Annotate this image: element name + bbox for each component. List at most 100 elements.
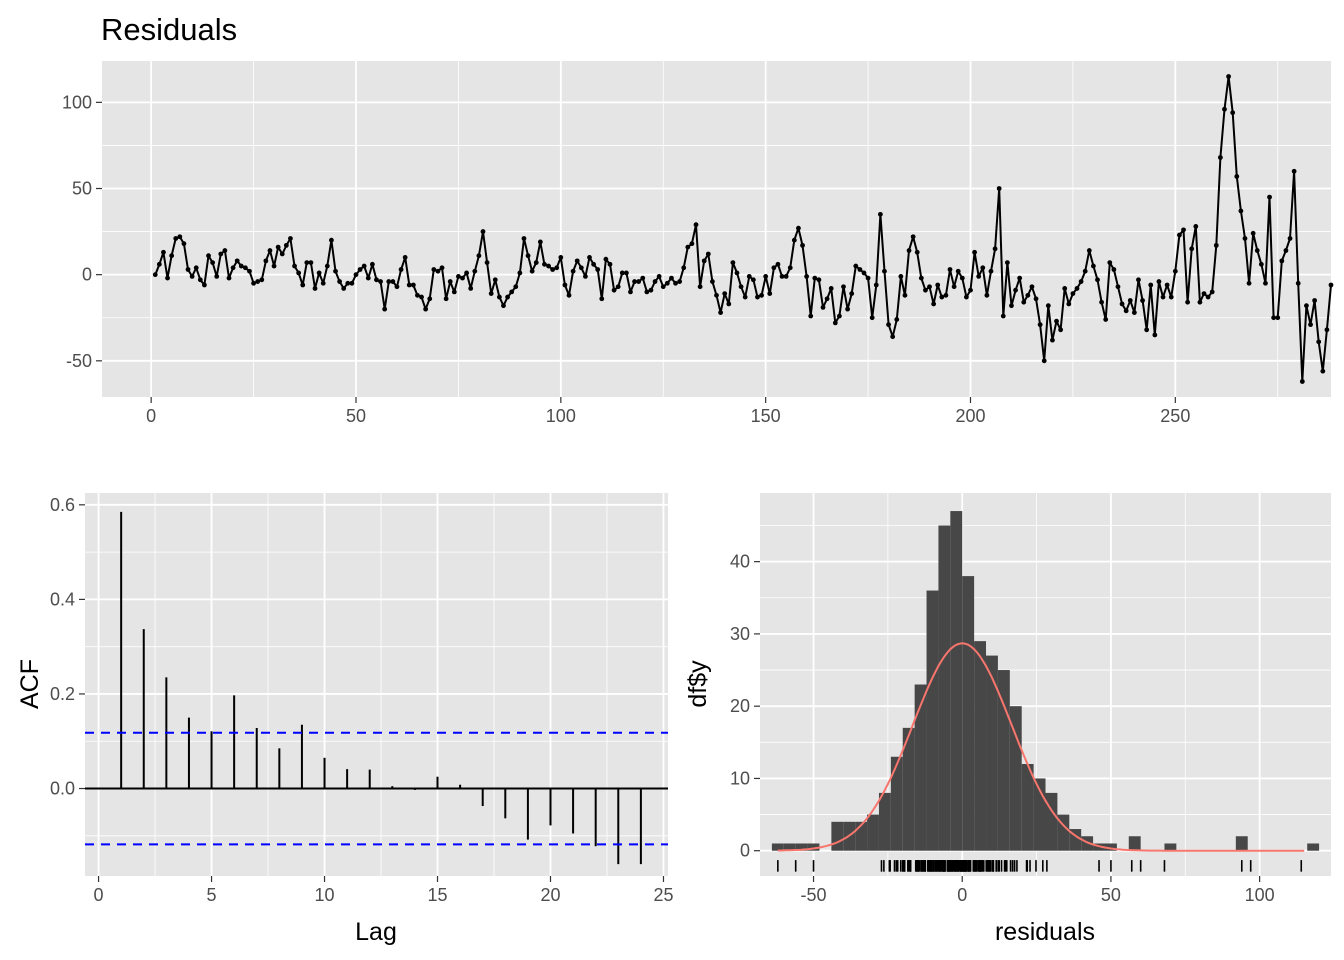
residual-point bbox=[1226, 74, 1231, 79]
histogram-bar bbox=[902, 727, 915, 851]
residual-point bbox=[230, 265, 236, 271]
residual-point bbox=[1115, 284, 1121, 290]
residual-point bbox=[1037, 322, 1043, 328]
residual-point bbox=[988, 268, 994, 274]
residual-point bbox=[427, 296, 433, 302]
residual-point bbox=[251, 280, 256, 286]
residual-point bbox=[259, 277, 265, 283]
histogram-bars bbox=[771, 511, 1320, 852]
histogram-bar bbox=[795, 843, 808, 851]
histogram-bar bbox=[1069, 829, 1082, 851]
normal-density-curve bbox=[777, 642, 1305, 852]
residual-point bbox=[591, 261, 596, 267]
acf-x-axis-title: Lag bbox=[355, 918, 397, 946]
residual-point bbox=[1004, 260, 1010, 265]
residual-point bbox=[804, 273, 810, 279]
residual-point bbox=[1041, 358, 1047, 364]
residual-point bbox=[894, 317, 900, 322]
residual-point bbox=[1222, 106, 1227, 112]
residuals-axis-ticks: 0 50 100 150 200 250 -50 0 50 100 bbox=[62, 92, 1190, 426]
residual-point bbox=[1177, 232, 1182, 238]
residual-point bbox=[460, 275, 465, 281]
residual-point bbox=[902, 292, 908, 298]
residual-point bbox=[316, 270, 322, 276]
residual-point bbox=[1246, 280, 1252, 286]
residual-point bbox=[509, 289, 515, 295]
y-tick-label: -50 bbox=[66, 351, 92, 371]
residual-point bbox=[329, 237, 334, 243]
residual-point bbox=[710, 279, 715, 284]
residual-point bbox=[431, 267, 437, 272]
residual-point bbox=[1271, 315, 1277, 321]
residual-point bbox=[570, 268, 576, 274]
residual-point bbox=[255, 279, 261, 284]
residual-point bbox=[800, 242, 805, 248]
residual-point bbox=[218, 251, 224, 257]
y-tick-label: 0.0 bbox=[50, 779, 75, 799]
residual-point bbox=[288, 236, 293, 241]
x-tick-label: 100 bbox=[546, 406, 576, 426]
residual-point bbox=[1279, 258, 1285, 264]
residual-point bbox=[1078, 279, 1084, 284]
residual-point bbox=[1045, 303, 1051, 309]
x-tick-label: 5 bbox=[207, 885, 217, 905]
residual-point bbox=[521, 236, 527, 241]
residual-point bbox=[1328, 282, 1334, 288]
residual-point bbox=[1095, 277, 1100, 283]
residual-point bbox=[492, 277, 498, 283]
residual-point bbox=[1316, 339, 1322, 345]
histogram-bar bbox=[926, 590, 939, 851]
residual-point bbox=[214, 273, 220, 279]
residual-point bbox=[415, 292, 420, 298]
residual-point bbox=[337, 279, 343, 284]
residual-point bbox=[1050, 337, 1055, 343]
residual-point bbox=[980, 265, 986, 271]
residual-point bbox=[1140, 298, 1145, 303]
x-tick-label: 100 bbox=[1245, 885, 1275, 905]
residual-point bbox=[419, 294, 424, 300]
y-tick-label: 10 bbox=[730, 768, 750, 788]
residual-point bbox=[923, 287, 928, 293]
residual-point bbox=[390, 279, 396, 284]
residual-point bbox=[619, 270, 625, 276]
residual-point bbox=[968, 287, 973, 293]
residual-point bbox=[914, 249, 920, 255]
residual-point bbox=[1185, 299, 1191, 305]
residual-point bbox=[234, 258, 240, 264]
residual-point bbox=[1283, 248, 1289, 253]
residual-point bbox=[955, 268, 961, 274]
x-tick-label: 15 bbox=[427, 885, 447, 905]
residual-point bbox=[996, 186, 1002, 191]
x-tick-label: 0 bbox=[957, 885, 967, 905]
residual-point bbox=[1295, 280, 1301, 286]
residual-point bbox=[1189, 246, 1195, 252]
acf-gridlines bbox=[85, 493, 668, 876]
residual-point bbox=[951, 284, 957, 290]
residual-point bbox=[787, 265, 793, 271]
residual-point bbox=[1209, 289, 1215, 295]
residual-point bbox=[886, 322, 891, 328]
histogram-bar bbox=[962, 576, 975, 851]
histogram-bar bbox=[1033, 778, 1046, 851]
residual-point bbox=[300, 282, 306, 288]
residual-point bbox=[554, 265, 560, 271]
residual-point bbox=[861, 270, 867, 276]
residual-point bbox=[746, 273, 752, 279]
residuals-gridlines bbox=[102, 61, 1331, 397]
residual-point bbox=[1168, 294, 1174, 300]
residual-point bbox=[599, 296, 605, 302]
residual-point bbox=[783, 273, 789, 279]
residual-point bbox=[464, 270, 470, 276]
histogram-rug bbox=[777, 860, 1303, 872]
residual-point bbox=[865, 275, 871, 281]
residual-point bbox=[750, 277, 756, 283]
residual-point bbox=[603, 256, 609, 262]
residual-point bbox=[1127, 298, 1133, 303]
residual-point bbox=[1017, 275, 1023, 281]
residual-point bbox=[853, 263, 859, 269]
residual-point bbox=[1144, 327, 1150, 333]
x-tick-label: 10 bbox=[315, 885, 335, 905]
residual-point bbox=[398, 267, 404, 272]
residuals-title: Residuals bbox=[101, 12, 237, 47]
